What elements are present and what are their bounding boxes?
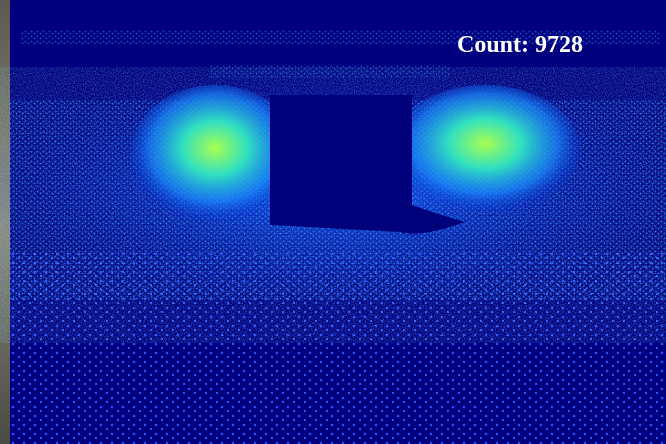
density-map-view: Count: 9728 [0, 0, 666, 444]
page: Count: 9728 (() => { const data = JSON.p… [0, 0, 666, 444]
top-band-2 [210, 64, 450, 78]
hot-region-right [390, 85, 580, 215]
count-label: Count: 9728 [457, 32, 583, 58]
